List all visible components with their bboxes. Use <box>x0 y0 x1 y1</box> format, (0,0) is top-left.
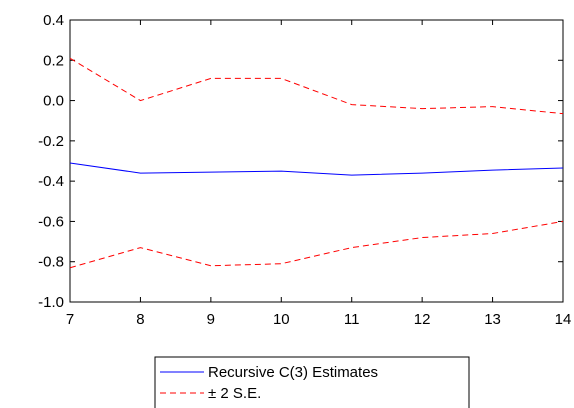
series-line-2 <box>69 220 564 269</box>
y-tick-label: 0.2 <box>43 52 64 69</box>
x-tick-label: 8 <box>136 311 144 328</box>
plot-frame <box>69 19 564 303</box>
x-tick-label: 12 <box>414 311 431 328</box>
x-tick-label: 13 <box>484 311 501 328</box>
y-axis: 0.4 0.2 0.0 -0.2 -0.4 -0.6 -0.8 -1.0 <box>38 12 563 311</box>
x-tick-label: 10 <box>273 311 290 328</box>
series-lines <box>69 57 564 269</box>
x-tick-label: 14 <box>555 311 572 328</box>
legend-box <box>154 356 470 408</box>
y-tick-label: 0.0 <box>43 93 64 110</box>
y-tick-label: -0.6 <box>38 213 64 230</box>
x-tick-label: 7 <box>66 311 74 328</box>
y-tick-label: -0.4 <box>38 173 64 190</box>
x-tick-label: 9 <box>207 311 215 328</box>
y-tick-label: -1.0 <box>38 294 64 311</box>
plot-area-border <box>69 19 564 303</box>
y-tick-label: -0.8 <box>38 254 64 271</box>
y-tick-label: 0.4 <box>43 12 64 29</box>
legend-label-1: ± 2 S.E. <box>208 385 261 402</box>
x-tick-label: 11 <box>344 311 360 328</box>
y-tick-label: -0.2 <box>38 133 64 150</box>
legend: Recursive C(3) Estimates ± 2 S.E. <box>154 356 470 408</box>
series-line-0 <box>69 162 564 176</box>
x-axis: 7 8 9 10 11 12 13 14 <box>66 20 572 328</box>
series-line-1 <box>69 57 564 115</box>
legend-label-0: Recursive C(3) Estimates <box>208 364 378 381</box>
